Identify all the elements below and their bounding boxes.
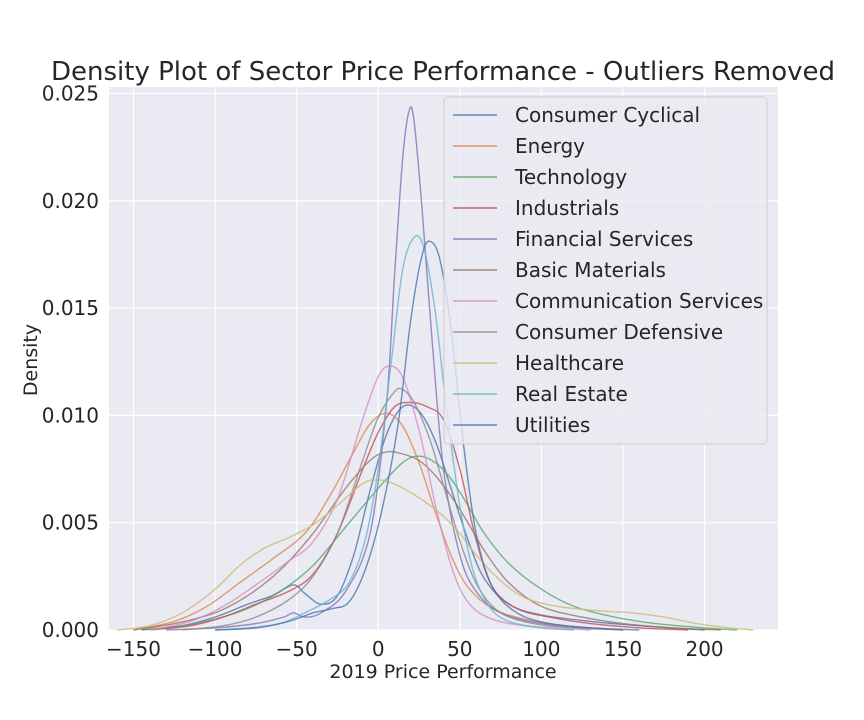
legend-label-basic-materials: Basic Materials <box>515 258 666 282</box>
y-tick-label: 0.005 <box>42 511 99 535</box>
y-tick-label: 0.015 <box>42 296 99 320</box>
y-axis-label: Density <box>20 324 42 396</box>
legend-label-utilities: Utilities <box>515 413 590 437</box>
legend-label-energy: Energy <box>515 134 585 158</box>
y-tick-labels: 0.000 0.005 0.010 0.015 0.020 0.025 <box>42 81 99 642</box>
y-tick-label: 0.010 <box>42 403 99 427</box>
legend-label-industrials: Industrials <box>515 196 619 220</box>
x-tick-label: 50 <box>447 637 472 661</box>
legend-label-communication-services: Communication Services <box>515 289 763 313</box>
y-tick-label: 0.020 <box>42 189 99 213</box>
x-tick-label: −100 <box>188 637 243 661</box>
density-curves <box>117 106 754 631</box>
legend-label-real-estate: Real Estate <box>515 382 628 406</box>
chart-title: Density Plot of Sector Price Performance… <box>51 57 835 87</box>
density-line-basic-materials <box>133 450 721 631</box>
x-axis-label: 2019 Price Performance <box>329 661 556 683</box>
legend: Consumer Cyclical Energy Technology Industr… <box>443 96 768 445</box>
x-tick-label: 200 <box>685 637 723 661</box>
x-tick-label: 100 <box>522 637 560 661</box>
density-line-real-estate <box>215 234 575 631</box>
legend-label-financial-services: Financial Services <box>515 227 693 251</box>
x-tick-label: 0 <box>372 637 385 661</box>
x-tick-label: −50 <box>276 637 318 661</box>
x-tick-labels: −150 −100 −50 0 50 100 150 200 <box>106 637 724 661</box>
density-line-utilities <box>215 240 640 631</box>
y-tick-label: 0.025 <box>42 81 99 105</box>
legend-label-consumer-defensive: Consumer Defensive <box>515 320 723 344</box>
density-line-financial-services <box>166 106 624 631</box>
density-line-healthcare <box>117 479 754 631</box>
legend-box <box>443 96 768 445</box>
x-tick-label: −150 <box>106 637 161 661</box>
x-tick-label: 150 <box>604 637 642 661</box>
legend-label-consumer-cyclical: Consumer Cyclical <box>515 103 700 127</box>
legend-label-healthcare: Healthcare <box>515 351 624 375</box>
legend-label-technology: Technology <box>514 165 627 189</box>
y-tick-label: 0.000 <box>42 618 99 642</box>
